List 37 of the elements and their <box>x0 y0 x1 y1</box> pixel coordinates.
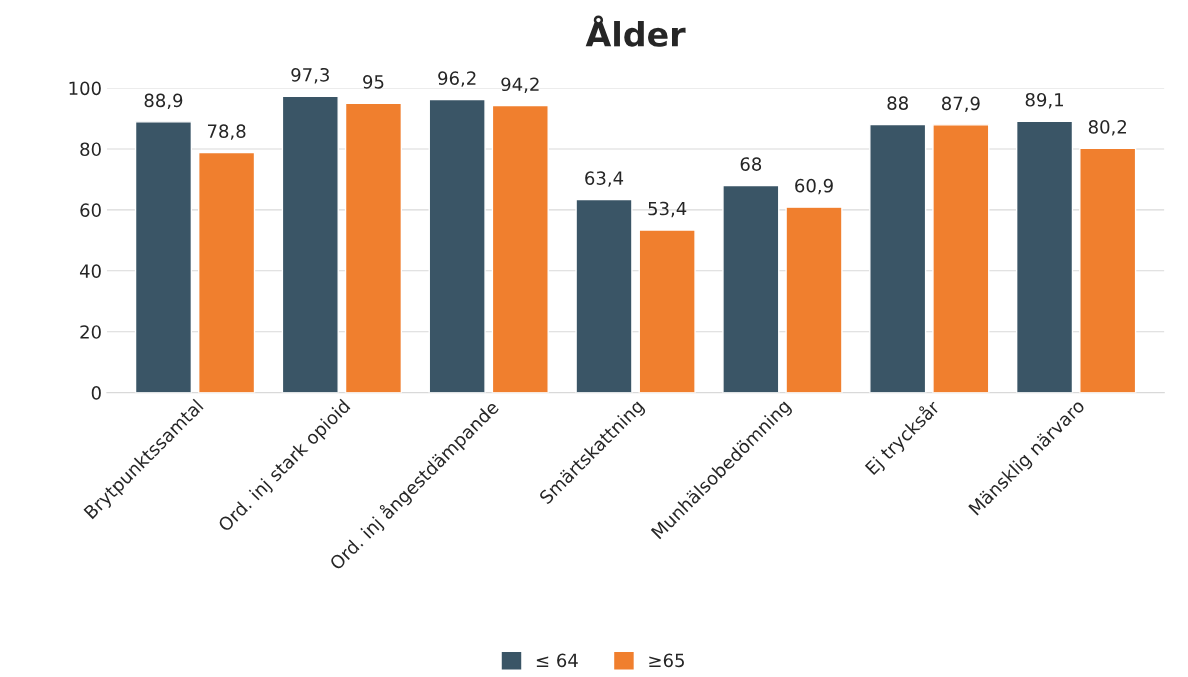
data-label: 95 <box>363 74 384 89</box>
legend-label: ≤ 64 <box>536 653 578 668</box>
bar <box>932 124 990 393</box>
bar <box>491 104 549 393</box>
data-label: 88 <box>887 96 908 110</box>
bar <box>869 123 927 393</box>
data-label: 78,8 <box>207 124 246 140</box>
bar <box>638 229 696 393</box>
data-label: 88,9 <box>144 93 183 110</box>
bar <box>428 98 486 393</box>
y-tick-label: 100 <box>69 81 101 96</box>
y-tick-label: 20 <box>80 325 101 339</box>
bar <box>134 121 193 393</box>
chart-title: Ålder <box>585 15 686 47</box>
bar <box>1015 120 1074 393</box>
bar <box>785 206 843 393</box>
y-tick-label: 40 <box>79 264 101 278</box>
y-tick-label: 80 <box>80 142 101 157</box>
bar <box>344 102 403 393</box>
data-label: 80,2 <box>1088 120 1126 136</box>
legend-label: ≥65 <box>649 653 684 668</box>
data-label: 94,2 <box>501 77 539 93</box>
data-label: 53,4 <box>648 201 687 218</box>
data-label: 63,4 <box>585 171 624 187</box>
bar <box>281 95 339 393</box>
data-label: 97,3 <box>291 67 329 84</box>
y-tick-label: 60 <box>80 203 101 217</box>
data-label: 89,1 <box>1025 92 1063 109</box>
data-label: 87,9 <box>941 96 980 113</box>
bar <box>722 184 780 393</box>
y-tick-label: 0 <box>91 386 101 400</box>
bar <box>575 198 633 393</box>
data-label: 60,9 <box>795 178 833 195</box>
bar <box>198 151 256 393</box>
bar <box>1079 147 1137 393</box>
data-label: 96,2 <box>438 71 476 87</box>
data-label: 68 <box>740 157 762 171</box>
